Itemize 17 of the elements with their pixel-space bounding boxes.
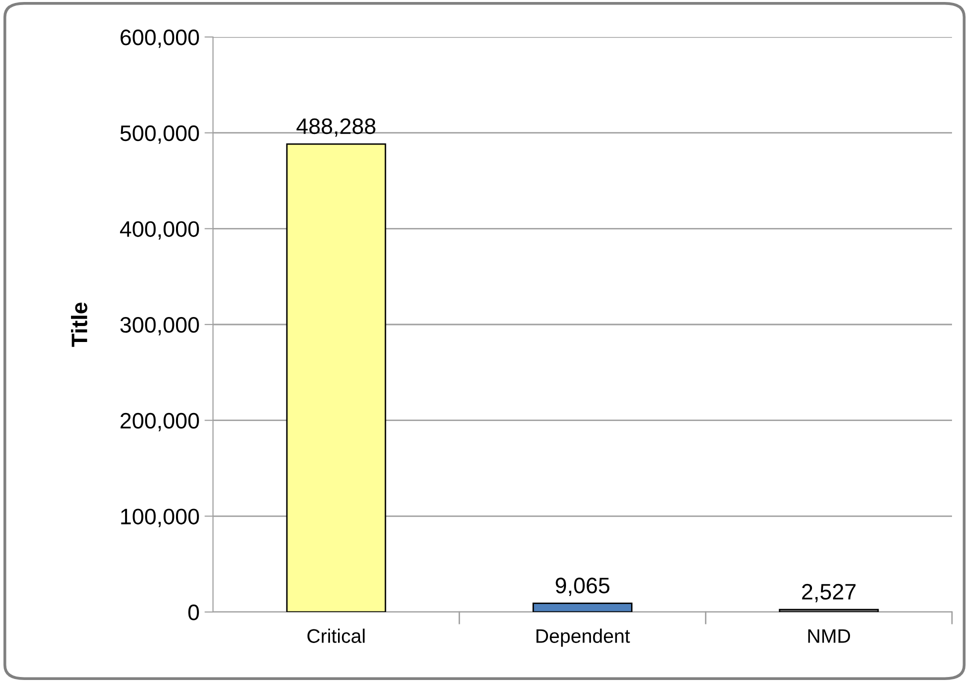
y-axis-title: Title (70, 302, 88, 347)
y-tick-label: 200,000 (120, 412, 199, 432)
y-tick-label: 0 (188, 604, 199, 620)
data-label: 9,065 (556, 578, 610, 596)
x-tick-label: Dependent (536, 628, 630, 647)
bar (778, 608, 879, 612)
y-tick-label: 400,000 (120, 221, 199, 240)
data-label: 488,288 (296, 118, 376, 137)
y-tick-label: 300,000 (120, 317, 199, 336)
y-tick-label: 100,000 (121, 508, 199, 528)
y-tick-label: 500,000 (120, 125, 199, 144)
bar (532, 602, 632, 612)
x-tick-label: Critical (307, 628, 365, 643)
x-tick-label: NMD (808, 629, 850, 643)
bar (286, 143, 386, 612)
data-label: 2,527 (802, 584, 856, 602)
y-tick-label: 600,000 (120, 30, 199, 48)
